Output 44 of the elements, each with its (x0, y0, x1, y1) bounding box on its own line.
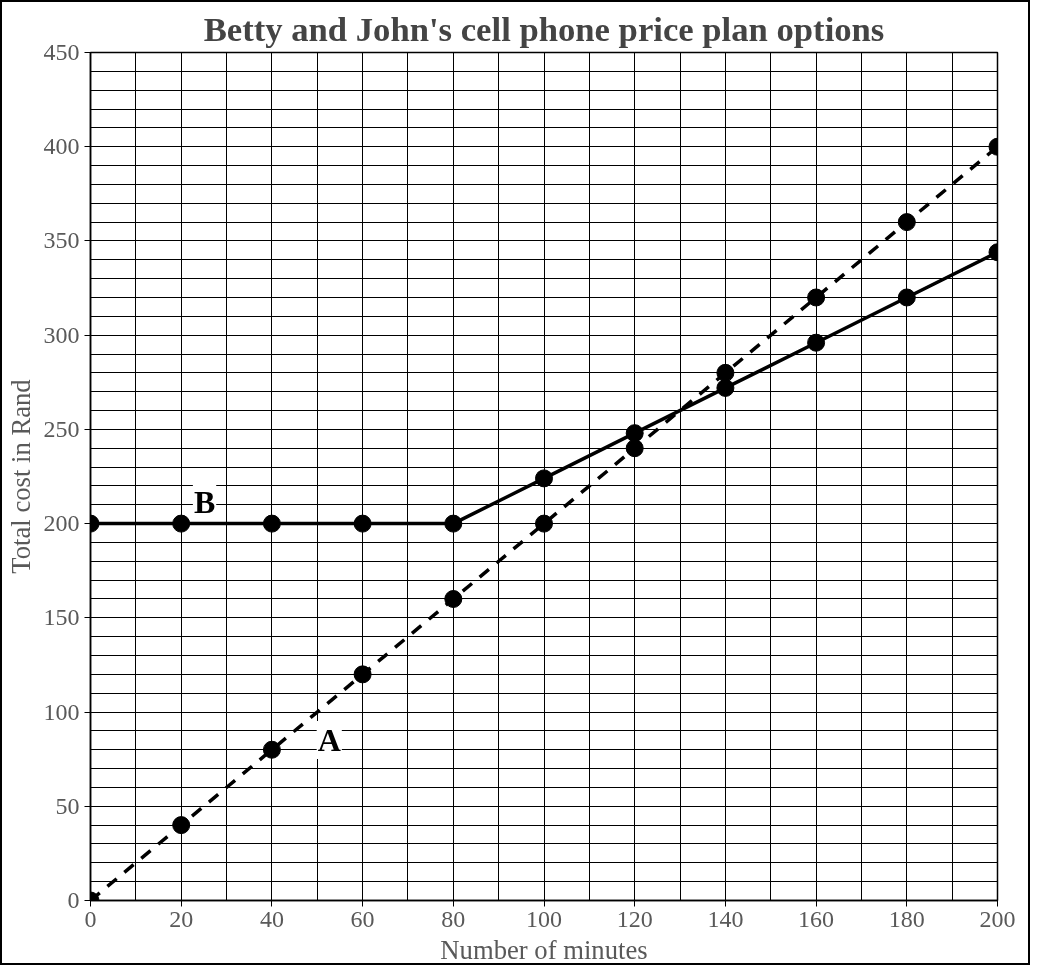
point (897, 213, 916, 232)
y-tick-label: 450 (43, 39, 80, 65)
series-label: B (193, 483, 216, 520)
point (807, 288, 826, 307)
point (444, 590, 463, 608)
point (262, 514, 281, 533)
x-tick-label: 60 (350, 905, 375, 932)
point (625, 439, 644, 458)
x-tick-label: 120 (616, 905, 653, 932)
point (353, 514, 372, 533)
x-axis-title: Number of minutes (440, 934, 648, 965)
y-tick-label: 150 (43, 604, 80, 631)
y-axis-title: Total cost in Rand (5, 379, 36, 574)
series-label: A (317, 722, 341, 759)
point (535, 469, 553, 488)
x-tick-label: 80 (441, 905, 466, 932)
point (535, 514, 553, 533)
x-tick-label: 140 (707, 905, 744, 932)
x-tick-label: 200 (979, 905, 1016, 932)
point (807, 333, 826, 352)
y-tick-label: 0 (67, 887, 80, 913)
x-tick-label: 180 (888, 905, 925, 932)
y-tick-label: 250 (43, 415, 80, 442)
y-tick-label: 400 (43, 133, 80, 160)
x-tick-label: 160 (798, 905, 835, 932)
x-tick-label: 40 (259, 905, 284, 932)
point (716, 378, 735, 397)
point (262, 740, 281, 759)
point (897, 288, 916, 307)
point (172, 816, 191, 835)
x-tick-label: 100 (526, 905, 562, 932)
point (172, 514, 191, 533)
chart-title: Betty and John's cell phone price plan options (203, 9, 885, 48)
y-tick-label: 350 (43, 227, 80, 254)
y-tick-label: 50 (55, 792, 80, 819)
x-tick-label: 0 (84, 905, 97, 932)
y-tick-label: 200 (43, 510, 80, 537)
point (625, 424, 644, 443)
point (716, 363, 735, 382)
y-tick-label: 300 (43, 321, 80, 348)
point (444, 514, 463, 533)
x-tick-label: 20 (169, 905, 194, 932)
point (353, 665, 372, 684)
y-tick-label: 100 (43, 698, 80, 725)
